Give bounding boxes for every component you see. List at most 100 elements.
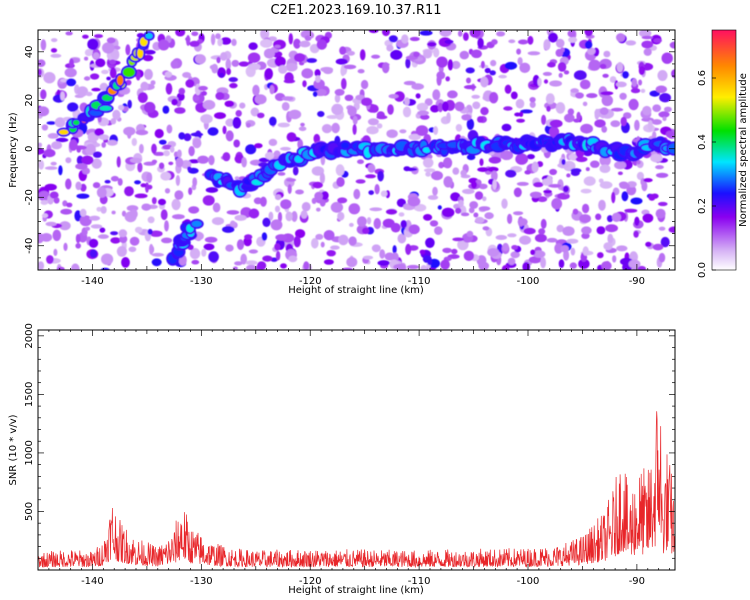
heatmap-cell — [640, 88, 646, 93]
heatmap-cell — [233, 139, 240, 148]
heatmap-cell — [655, 172, 669, 178]
colorbar-tick-label: 0.0 — [697, 262, 708, 278]
heatmap-cell — [360, 79, 369, 90]
heatmap-cell — [38, 261, 45, 270]
colorbar-ticks: 0.0 0.2 0.4 0.6 — [697, 70, 716, 278]
heatmap-cell — [280, 146, 291, 151]
heatmap-cell — [516, 181, 529, 186]
heatmap-cell — [210, 33, 216, 46]
heatmap-cell — [85, 143, 96, 156]
heatmap-cell — [385, 209, 398, 215]
heatmap-cell — [496, 31, 506, 37]
y-tick-label: 40 — [24, 45, 35, 58]
heatmap-cell — [573, 70, 587, 81]
heatmap-cell — [217, 38, 223, 47]
heatmap-cell — [140, 81, 149, 91]
heatmap-cell — [469, 201, 479, 209]
heatmap-cell — [40, 39, 47, 51]
heatmap-cell — [373, 218, 381, 230]
heatmap-cell — [349, 222, 354, 227]
heatmap-cell — [294, 53, 306, 63]
heatmap-cell — [158, 162, 165, 170]
heatmap-cell — [603, 242, 613, 251]
heatmap-cell — [436, 74, 442, 86]
heatmap-x-axis-label: Height of straight line (km) — [288, 285, 424, 296]
heatmap-cell — [402, 106, 412, 118]
heatmap-cell — [257, 261, 267, 270]
heatmap-cell — [168, 161, 174, 166]
heatmap-cell — [175, 175, 181, 186]
heatmap-cell — [269, 116, 277, 127]
heatmap-cell — [151, 159, 158, 164]
heatmap-cell — [172, 214, 185, 220]
heatmap-cell — [652, 243, 664, 251]
heatmap-cell — [411, 83, 425, 90]
heatmap-cell — [542, 71, 553, 76]
heatmap-cell — [581, 226, 592, 235]
colorbar-label: Normalized spectral amplitude — [738, 73, 749, 227]
heatmap-cell — [121, 257, 130, 268]
heatmap-cell — [230, 220, 236, 227]
heatmap-cell — [482, 226, 490, 231]
heatmap-cell — [386, 44, 394, 52]
heatmap-cell — [192, 177, 198, 187]
heatmap-cell — [599, 181, 613, 189]
heatmap-cell — [92, 182, 101, 189]
snr-frame — [37, 329, 676, 571]
heatmap-cell — [555, 48, 564, 57]
heatmap-cell — [498, 74, 507, 79]
heatmap-cell — [300, 210, 308, 219]
heatmap-cell — [659, 93, 671, 103]
heatmap-cell — [269, 85, 275, 95]
heatmap-cell — [580, 123, 593, 134]
heatmap-cell — [94, 34, 103, 39]
heatmap-cell — [38, 190, 50, 202]
heatmap-cell — [166, 124, 173, 134]
heatmap-cell — [582, 101, 588, 107]
heatmap-cell — [191, 31, 199, 37]
heatmap-cell — [295, 229, 306, 239]
heatmap-cell — [669, 41, 675, 49]
heatmap-cell — [319, 172, 325, 184]
heatmap-cell — [76, 155, 84, 165]
heatmap-cell — [510, 91, 518, 100]
heatmap-cell — [89, 215, 101, 221]
heatmap-cell — [234, 176, 240, 181]
heatmap-cell — [357, 216, 367, 227]
heatmap-cell — [234, 261, 243, 266]
heatmap-cell — [346, 50, 355, 56]
heatmap-cell — [642, 105, 652, 116]
heatmap-cell — [578, 258, 590, 269]
heatmap-cell — [616, 33, 626, 42]
heatmap-cell — [123, 126, 136, 136]
heatmap-cell — [431, 170, 443, 181]
heatmap-cell — [657, 70, 668, 81]
heatmap-cell — [446, 112, 451, 124]
heatmap-cell — [208, 251, 219, 263]
heatmap-cell — [183, 133, 192, 142]
heatmap-cell — [531, 161, 539, 173]
heatmap-cell — [639, 30, 652, 38]
heatmap-cell — [397, 233, 407, 244]
heatmap-cell — [420, 265, 428, 270]
heatmap-cell — [530, 249, 536, 256]
heatmap-cell — [254, 94, 267, 105]
heatmap-cell — [274, 56, 286, 67]
heatmap-cell — [96, 187, 107, 198]
heatmap-cell — [556, 224, 564, 233]
heatmap-cell — [208, 155, 215, 166]
heatmap-cell — [110, 118, 117, 125]
heatmap-cell — [320, 191, 329, 200]
heatmap-cell — [655, 208, 666, 219]
heatmap-cell — [98, 134, 109, 140]
heatmap-cell — [482, 196, 487, 202]
heatmap-cell — [311, 238, 319, 249]
heatmap-cell — [409, 36, 420, 42]
heatmap-cell — [106, 37, 116, 44]
heatmap-cell — [462, 188, 475, 195]
colorbar-tick-label: 0.6 — [697, 70, 708, 86]
x-tick-label: -100 — [517, 576, 540, 587]
heatmap-cell — [99, 82, 109, 91]
heatmap-cell — [366, 217, 372, 225]
